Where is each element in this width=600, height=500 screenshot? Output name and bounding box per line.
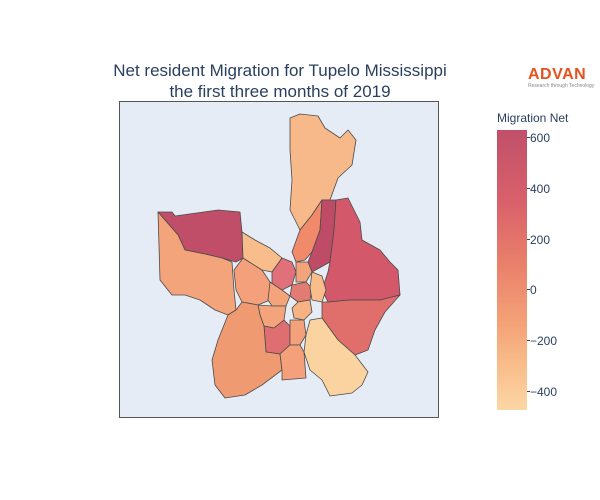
- map-title-line2: the first three months of 2019: [169, 82, 391, 101]
- region-north: [289, 113, 357, 231]
- advan-logo: ADVAN Research through Technology: [528, 66, 594, 89]
- region-center-b: [295, 261, 313, 283]
- map-title-line1: Net resident Migration for Tupelo Missis…: [113, 61, 447, 80]
- region-west: [157, 211, 237, 316]
- region-center-f: [291, 299, 313, 321]
- colorbar-tick: 600: [526, 131, 551, 145]
- region-south-center-c: [289, 319, 307, 346]
- colorbar-tick: 400: [526, 182, 551, 196]
- region-center-a: [271, 257, 297, 291]
- region-center-d: [309, 271, 327, 303]
- colorbar-tick: −400: [526, 385, 558, 399]
- map-title: Net resident Migration for Tupelo Missis…: [60, 60, 500, 102]
- colorbar-tick: 200: [526, 233, 551, 247]
- colorbar-tick: 0: [527, 283, 537, 297]
- region-south-central: [279, 344, 307, 381]
- logo-word: ADVAN: [528, 66, 587, 83]
- colorbar-gradient: [497, 130, 527, 410]
- region-southeast: [303, 317, 369, 397]
- region-center-c: [289, 281, 313, 303]
- logo-tagline: Research through Technology: [528, 83, 595, 89]
- colorbar-title: Migration Net: [497, 111, 569, 125]
- colorbar-tick: −200: [526, 334, 558, 348]
- region-east-central: [321, 294, 401, 356]
